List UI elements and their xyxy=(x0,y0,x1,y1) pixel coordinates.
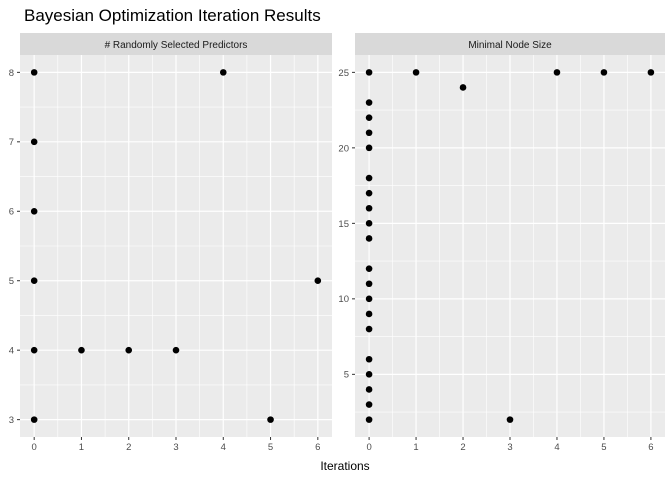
x-axis-label: Iterations xyxy=(320,459,369,473)
x-tick-label: 0 xyxy=(32,442,37,453)
x-tick-label: 1 xyxy=(79,442,84,453)
data-point xyxy=(365,69,373,76)
data-point xyxy=(30,138,38,146)
x-tick-label: 2 xyxy=(126,442,131,453)
data-point xyxy=(506,416,514,423)
data-point xyxy=(365,386,373,393)
data-point xyxy=(553,69,561,76)
data-point xyxy=(365,401,373,408)
y-tick-label: 5 xyxy=(9,276,14,287)
data-point xyxy=(365,204,373,212)
data-point xyxy=(30,207,38,215)
data-point xyxy=(365,355,373,363)
data-point xyxy=(365,114,373,121)
y-tick-label: 6 xyxy=(9,207,14,218)
data-point xyxy=(365,295,373,303)
data-point xyxy=(30,416,38,423)
data-point xyxy=(30,277,38,285)
plot-title: Bayesian Optimization Iteration Results xyxy=(24,6,321,25)
data-point xyxy=(172,346,180,354)
x-tick-label: 6 xyxy=(648,442,653,453)
data-point xyxy=(365,265,373,272)
x-tick-label: 5 xyxy=(268,442,273,453)
data-point xyxy=(365,220,373,227)
y-tick-label: 10 xyxy=(338,294,349,305)
data-point xyxy=(365,174,373,182)
x-tick-label: 3 xyxy=(173,442,178,453)
data-point xyxy=(365,416,373,423)
data-point xyxy=(365,129,373,137)
y-tick-label: 7 xyxy=(9,137,14,148)
data-point xyxy=(30,346,38,354)
facet-strip xyxy=(20,33,332,55)
data-point xyxy=(365,310,373,318)
y-tick-label: 5 xyxy=(344,370,349,381)
x-tick-label: 6 xyxy=(315,442,320,453)
data-point xyxy=(365,371,373,378)
data-point xyxy=(78,346,85,354)
data-point xyxy=(267,416,274,423)
data-point xyxy=(365,189,373,197)
y-tick-label: 20 xyxy=(338,143,349,154)
x-tick-label: 4 xyxy=(221,442,226,453)
y-tick-label: 3 xyxy=(9,415,14,426)
data-point xyxy=(125,346,133,354)
data-point xyxy=(600,69,608,76)
x-tick-label: 3 xyxy=(507,442,512,453)
x-tick-label: 4 xyxy=(554,442,559,453)
data-point xyxy=(365,235,373,242)
y-tick-label: 8 xyxy=(9,68,14,79)
x-tick-label: 5 xyxy=(601,442,606,453)
data-point xyxy=(314,277,322,285)
data-point xyxy=(365,144,373,152)
facet-panels: 0 1 2 3 4 5 6 3 4 5 6 7 8 0 1 2 3 4 5 6 5 10 15 20 25 xyxy=(9,33,665,453)
y-tick-label: 15 xyxy=(338,219,349,230)
data-point xyxy=(365,99,373,106)
data-point xyxy=(459,84,467,91)
strip-label-right: Minimal Node Size xyxy=(468,40,552,51)
x-tick-label: 2 xyxy=(460,442,465,453)
y-tick-label: 4 xyxy=(9,346,14,357)
facet-strip xyxy=(355,33,665,55)
data-point xyxy=(647,69,655,76)
data-point xyxy=(412,69,420,76)
data-point xyxy=(30,69,38,76)
data-point xyxy=(219,69,227,76)
x-tick-label: 1 xyxy=(413,442,418,453)
data-point xyxy=(365,325,373,333)
x-tick-label: 0 xyxy=(366,442,371,453)
strip-label-left: # Randomly Selected Predictors xyxy=(105,40,248,51)
data-point xyxy=(365,280,373,288)
y-tick-label: 25 xyxy=(338,68,349,79)
